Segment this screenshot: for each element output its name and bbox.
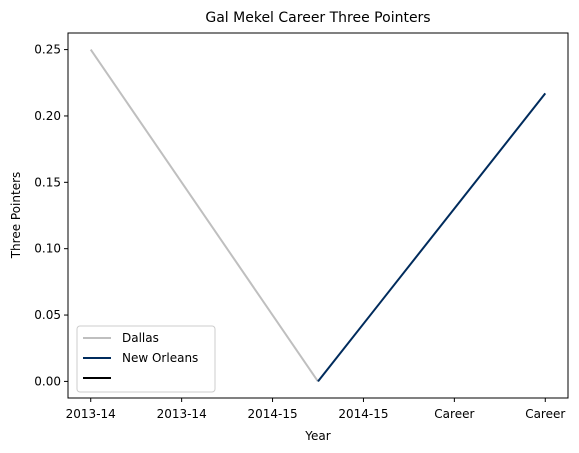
y-tick-label: 0.25	[34, 43, 61, 57]
chart-title: Gal Mekel Career Three Pointers	[205, 10, 430, 26]
legend-label-1: New Orleans	[122, 351, 198, 365]
series-layer	[89, 49, 547, 383]
legend-label-0: Dallas	[122, 331, 159, 345]
x-tick-label: 2014-15	[247, 407, 297, 421]
y-axis-ticks: 0.00 0.05 0.10 0.15 0.20 0.25	[34, 43, 68, 388]
y-tick-label: 0.05	[34, 308, 61, 322]
series-line-0	[89, 49, 319, 382]
legend: Dallas New Orleans	[76, 325, 216, 393]
legend-items: Dallas New Orleans	[83, 331, 198, 379]
x-tick-label: 2013-14	[66, 407, 116, 421]
y-axis-label: Three Pointers	[9, 172, 23, 260]
legend-box	[76, 325, 216, 393]
x-tick-label: Career	[525, 407, 565, 421]
series-line-1	[317, 92, 547, 383]
x-axis-label: Year	[304, 429, 330, 443]
plot-area	[67, 32, 569, 399]
y-tick-label: 0.15	[34, 175, 61, 189]
x-axis-ticks: 2013-14 2013-14 2014-15 2014-15 Career Career	[66, 398, 565, 421]
y-tick-label: 0.00	[34, 374, 61, 388]
x-tick-label: Career	[434, 407, 474, 421]
y-tick-label: 0.10	[34, 242, 61, 256]
x-tick-label: 2014-15	[338, 407, 388, 421]
y-tick-label: 0.20	[34, 109, 61, 123]
x-tick-label: 2013-14	[157, 407, 207, 421]
